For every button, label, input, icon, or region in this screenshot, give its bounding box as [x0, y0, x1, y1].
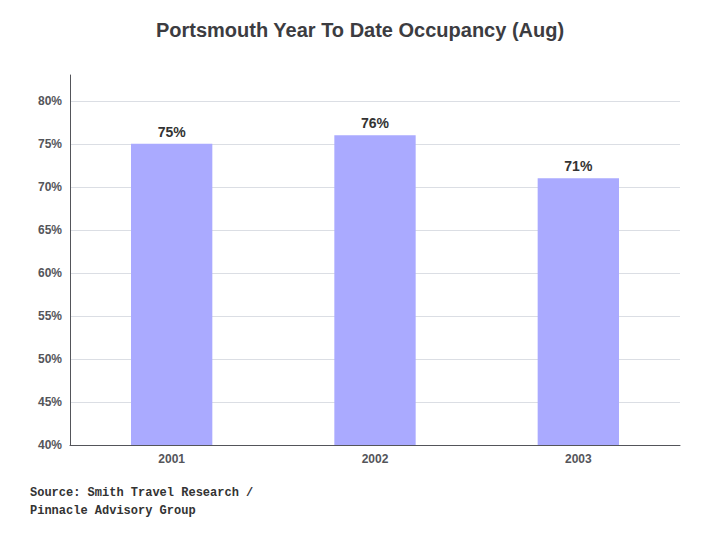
svg-text:2003: 2003	[565, 452, 592, 466]
svg-text:75%: 75%	[38, 137, 62, 151]
svg-text:2002: 2002	[362, 452, 389, 466]
svg-text:75%: 75%	[158, 124, 187, 140]
svg-text:Pinnacle Advisory Group: Pinnacle Advisory Group	[30, 504, 196, 518]
svg-text:65%: 65%	[38, 223, 62, 237]
svg-text:50%: 50%	[38, 352, 62, 366]
svg-text:Portsmouth Year To Date Occupa: Portsmouth Year To Date Occupancy (Aug)	[156, 19, 564, 41]
svg-text:Source: Smith Travel Research: Source: Smith Travel Research /	[30, 486, 253, 500]
svg-text:2001: 2001	[158, 452, 185, 466]
svg-text:76%: 76%	[361, 115, 390, 131]
svg-text:55%: 55%	[38, 309, 62, 323]
svg-text:70%: 70%	[38, 180, 62, 194]
svg-text:80%: 80%	[38, 94, 62, 108]
svg-text:60%: 60%	[38, 266, 62, 280]
svg-text:40%: 40%	[38, 438, 62, 452]
svg-text:45%: 45%	[38, 395, 62, 409]
svg-text:71%: 71%	[564, 158, 593, 174]
